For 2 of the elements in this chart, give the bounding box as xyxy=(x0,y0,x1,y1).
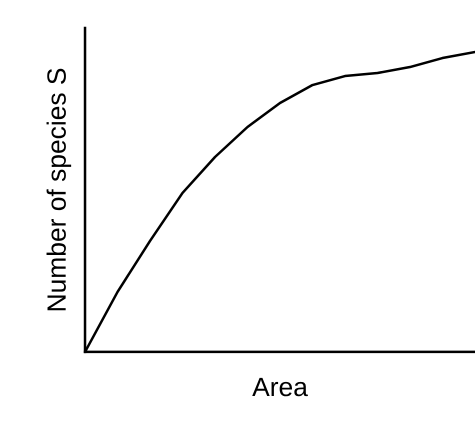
x-axis-title: Area xyxy=(252,378,308,396)
y-axis-title: Number of species S xyxy=(46,68,72,310)
